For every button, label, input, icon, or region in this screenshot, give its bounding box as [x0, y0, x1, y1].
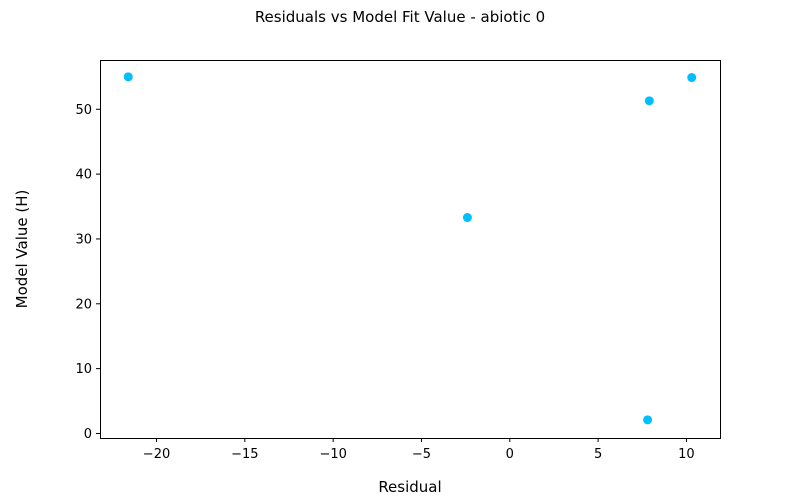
chart-title: Residuals vs Model Fit Value - abiotic 0	[255, 8, 545, 26]
data-points	[123, 72, 697, 425]
y-tick-label: 40	[75, 168, 92, 183]
data-point	[462, 213, 472, 223]
x-tick-label: 5	[594, 447, 602, 462]
plot-area-frame	[100, 60, 721, 439]
x-axis-label: Residual	[378, 478, 441, 496]
y-tick-label: 20	[75, 297, 92, 312]
x-tick-label: −10	[319, 447, 346, 462]
x-tick-label: 0	[506, 447, 514, 462]
x-tick-label: 10	[678, 447, 695, 462]
x-tick-label: −5	[412, 447, 431, 462]
x-axis-ticks: −20 −15 −10 −5 0 5 10	[143, 438, 695, 462]
y-tick-label: 0	[84, 427, 92, 442]
x-tick-label: −20	[143, 447, 170, 462]
y-axis-label: Model Value (H)	[13, 190, 31, 309]
y-tick-label: 10	[75, 362, 92, 377]
data-point	[123, 72, 133, 82]
data-point	[643, 415, 653, 425]
y-tick-label: 50	[75, 103, 92, 118]
x-tick-label: −15	[231, 447, 258, 462]
y-axis-ticks: 0 10 20 30 40 50	[75, 103, 100, 442]
data-point	[644, 96, 654, 106]
y-tick-label: 30	[75, 232, 92, 247]
data-point	[687, 73, 697, 83]
